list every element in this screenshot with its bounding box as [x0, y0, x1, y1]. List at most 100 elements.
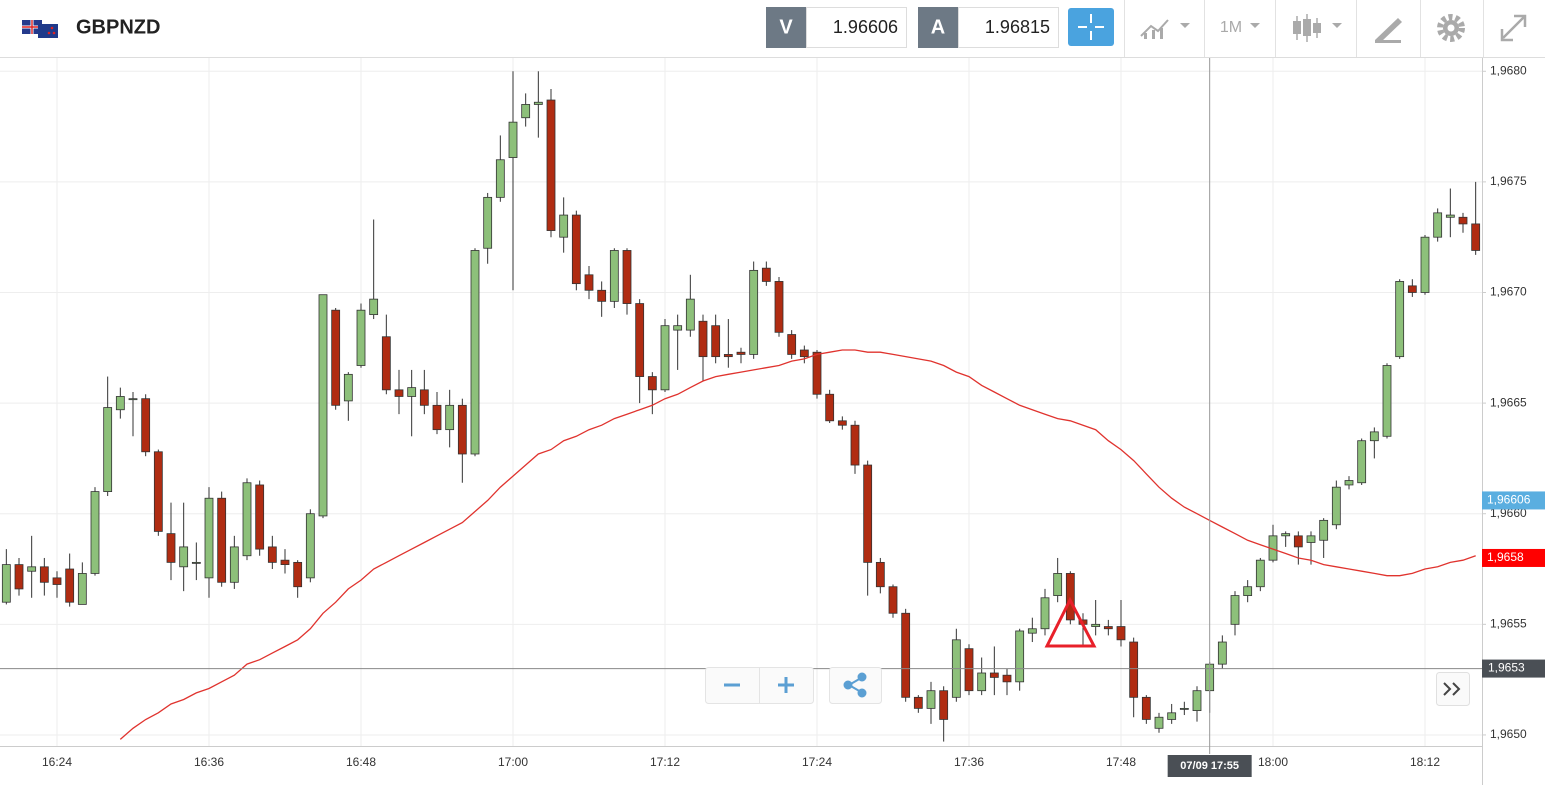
candle-body: [1255, 559, 1265, 588]
candle-body: [242, 482, 252, 557]
candle-body: [1230, 595, 1240, 625]
candle-body: [457, 404, 467, 455]
crosshair-y-label: 1,9653: [1488, 661, 1525, 675]
candle-body: [1382, 365, 1392, 437]
share-button[interactable]: [829, 667, 882, 704]
separators: [1124, 0, 1484, 57]
candle-body: [318, 294, 328, 517]
candle-body: [470, 250, 480, 455]
candle-body: [1129, 641, 1139, 698]
candle-body: [559, 214, 569, 238]
plot: [0, 71, 1482, 742]
candle-body: [761, 267, 771, 282]
candle-body: [546, 99, 556, 231]
candle-body: [597, 289, 607, 302]
ask-price: 1.96815: [985, 17, 1050, 37]
candle-body: [1420, 236, 1430, 293]
chart-type-button[interactable]: [1293, 14, 1342, 42]
candle-body: [293, 561, 303, 588]
candle-body: [483, 196, 493, 249]
candle-body: [1243, 586, 1253, 596]
candle-body: [394, 389, 404, 397]
x-tick-label: 18:00: [1258, 755, 1288, 769]
candle-body: [255, 484, 265, 550]
zoom-in[interactable]: [778, 677, 794, 693]
candle-body: [1433, 212, 1443, 238]
bid-box[interactable]: [806, 7, 907, 48]
candle-body: [179, 546, 189, 568]
candle-body: [27, 566, 37, 572]
candle-body: [191, 561, 201, 564]
indicators-button[interactable]: [1140, 19, 1190, 39]
y-tick-label: 1,9670: [1490, 285, 1527, 299]
candle-body: [445, 404, 455, 431]
crosshair-button[interactable]: [1068, 8, 1114, 46]
ask-label-box: [918, 7, 958, 48]
timeframe[interactable]: 1M: [1220, 19, 1242, 36]
bid-label: V: [779, 16, 793, 38]
x-tick-label: 18:12: [1410, 755, 1440, 769]
candle-body: [204, 497, 214, 579]
y-tick-label: 1,9665: [1490, 395, 1527, 409]
candle-body: [128, 398, 138, 401]
candle-body: [850, 424, 860, 466]
share-icon: [843, 672, 867, 698]
ask-box[interactable]: [958, 7, 1059, 48]
y-tick-label: 1,9680: [1490, 63, 1527, 77]
candle-body: [217, 497, 227, 583]
candle-body: [407, 387, 417, 397]
candle-body: [356, 309, 366, 366]
fullscreen-button[interactable]: [1500, 14, 1527, 42]
price-label: 1,9658: [1487, 550, 1524, 564]
scroll-end-button[interactable]: [1436, 672, 1470, 706]
candle-body: [1002, 674, 1012, 683]
candle-body: [913, 696, 923, 709]
candle-body: [166, 533, 176, 563]
x-tick-label: 17:36: [954, 755, 984, 769]
candle-body: [609, 250, 619, 302]
axes: 1,96501,96551,96601,96651,96701,96751,96…: [42, 63, 1527, 769]
candle-body: [1179, 707, 1189, 710]
candle-body: [723, 354, 733, 358]
candle-body: [369, 298, 379, 316]
moving-average: [119, 349, 1476, 740]
candle-body: [331, 309, 341, 406]
y-tick-label: 1,9655: [1490, 616, 1527, 630]
candle-body: [1053, 573, 1063, 596]
candle-body: [888, 586, 898, 614]
candle-body: [571, 214, 581, 285]
candle-body: [1154, 716, 1164, 729]
candle-body: [1319, 519, 1329, 541]
candle-body: [799, 349, 809, 358]
candle-body: [1192, 690, 1202, 712]
price-label-box: [1482, 491, 1545, 510]
candle-body: [926, 690, 936, 709]
candle-body: [1167, 712, 1177, 720]
candle-body: [1331, 486, 1341, 526]
candle-body: [977, 672, 987, 692]
triangle-annotation[interactable]: [1044, 596, 1097, 648]
candle-body: [635, 303, 645, 377]
candle-body: [1015, 630, 1025, 683]
candle-body: [280, 559, 290, 565]
candle-body: [419, 389, 429, 406]
bid-price: 1.96606: [833, 17, 898, 37]
candle-body: [90, 491, 100, 574]
x-tick-label: 17:00: [498, 755, 528, 769]
candle-body: [787, 334, 797, 355]
candle-body: [1293, 535, 1303, 548]
candle-body: [660, 325, 670, 391]
candle-body: [1344, 480, 1354, 486]
candle-body: [736, 351, 746, 355]
draw-button[interactable]: [1375, 18, 1402, 43]
candle-body: [989, 672, 999, 678]
crosshair-y-box: [1482, 659, 1545, 678]
candle-body: [141, 398, 151, 453]
timeframe-caret: [1250, 23, 1260, 28]
candle-body: [495, 159, 505, 198]
settings-button[interactable]: [1437, 14, 1465, 42]
candle-body: [65, 568, 75, 603]
